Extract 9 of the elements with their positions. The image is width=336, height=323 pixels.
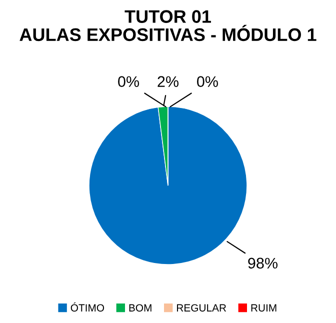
chart-title: TUTOR 01 AULAS EXPOSITIVAS - MÓDULO 1 (20, 10, 316, 42)
data-label: 2% (158, 76, 178, 87)
legend-label: BOM (129, 304, 152, 312)
legend-label: RUIM (251, 304, 276, 312)
text: 0% (118, 76, 140, 88)
data-label: 98% (248, 258, 278, 269)
text: 0% (197, 76, 218, 88)
legend-label: ÓTIMO (70, 302, 104, 312)
legend-label: REGULAR (177, 304, 226, 312)
